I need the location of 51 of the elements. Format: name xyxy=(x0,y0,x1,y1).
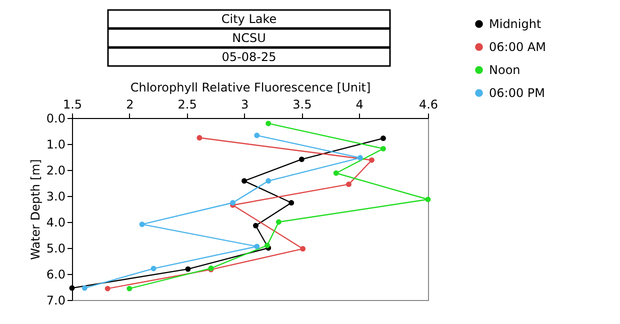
y-tick-label: 4.0 xyxy=(46,216,66,230)
y-tick-label: 7.0 xyxy=(46,294,66,308)
legend-label: Noon xyxy=(489,63,520,77)
point xyxy=(196,135,202,140)
point xyxy=(126,286,132,292)
y-tick-label: 2.0 xyxy=(46,164,66,178)
x-tick-label: 4 xyxy=(356,98,364,112)
point xyxy=(104,286,110,292)
point xyxy=(253,222,258,228)
point xyxy=(380,136,386,142)
point xyxy=(139,222,145,228)
point xyxy=(300,246,306,252)
point xyxy=(425,196,431,202)
legend-label: Midnight xyxy=(489,17,542,31)
x-tick-label: 3 xyxy=(240,98,249,112)
point xyxy=(333,170,339,176)
x-tick-label: 3.5 xyxy=(292,98,312,112)
x-tick-label: 2.5 xyxy=(178,98,197,112)
legend-label: 06:00 AM xyxy=(489,40,546,54)
point xyxy=(230,200,236,206)
chart-title: City Lake xyxy=(221,12,277,26)
point xyxy=(69,285,75,291)
point xyxy=(298,156,304,162)
point xyxy=(346,182,352,188)
point xyxy=(185,266,191,272)
point xyxy=(380,146,386,152)
chart-subtitle: NCSU xyxy=(232,31,266,45)
y-tick-label: 1.0 xyxy=(46,138,66,152)
text: 05-08-25 xyxy=(222,50,276,64)
point xyxy=(276,219,282,225)
point xyxy=(82,285,88,291)
point xyxy=(254,244,260,250)
y-tick-label: 0.0 xyxy=(46,112,66,126)
x-tick-label: 2 xyxy=(126,98,134,112)
y-tick-label: 5.0 xyxy=(46,242,66,256)
point xyxy=(150,266,156,272)
x-tick-label: 1.5 xyxy=(62,98,82,112)
point xyxy=(358,155,363,161)
y-axis-title: Water Depth [m] xyxy=(28,159,42,260)
point xyxy=(264,242,270,248)
point xyxy=(288,200,294,206)
x-axis-title: Chlorophyll Relative Fluorescence [Unit] xyxy=(130,80,371,94)
point xyxy=(368,157,374,163)
point xyxy=(254,132,260,138)
x-tick-label: 4.6 xyxy=(418,98,438,112)
point xyxy=(266,178,272,184)
point xyxy=(242,178,247,184)
legend-label: 06:00 PM xyxy=(489,86,545,100)
y-tick-label: 6.0 xyxy=(46,268,66,282)
y-tick-label: 3.0 xyxy=(46,190,66,204)
point xyxy=(266,120,272,126)
